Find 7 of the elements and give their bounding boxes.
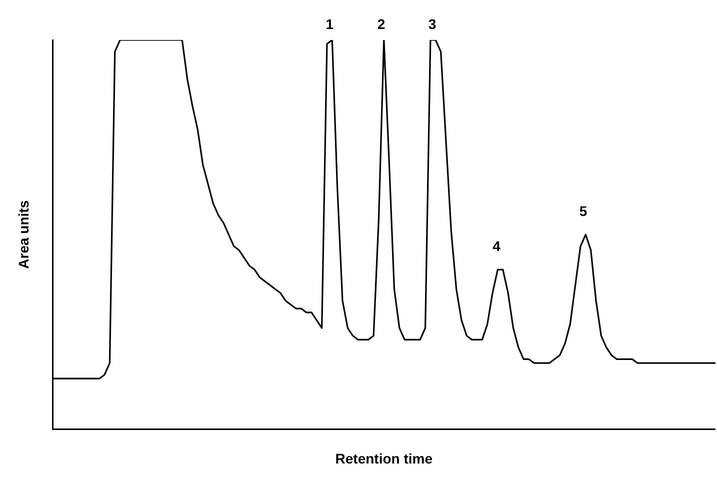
annotation: 4: [492, 238, 501, 254]
text: 1: [326, 16, 334, 32]
y-axis-title: Area units: [15, 200, 32, 269]
text: 3: [428, 16, 436, 32]
annotation: 5: [579, 202, 588, 219]
x-axis-title: Retention time: [335, 450, 433, 466]
text: 2: [377, 16, 386, 32]
